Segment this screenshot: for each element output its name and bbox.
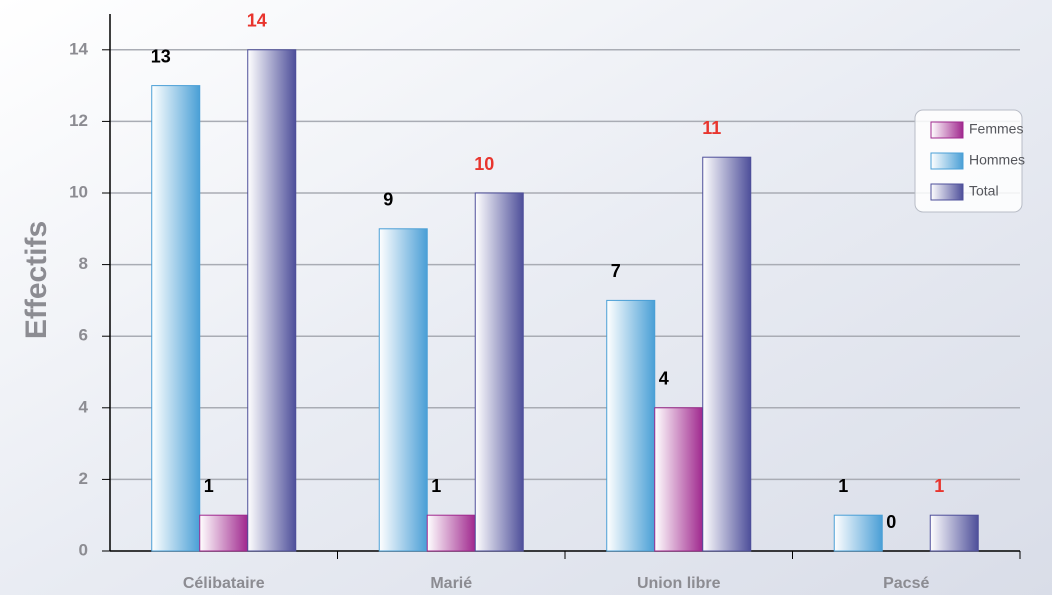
bar xyxy=(378,228,428,552)
x-tick-label: Marié xyxy=(430,575,472,592)
y-tick-label: 4 xyxy=(79,397,89,416)
bar xyxy=(702,156,752,552)
value-label: 13 xyxy=(151,46,171,66)
legend-swatch xyxy=(930,183,964,201)
bar xyxy=(426,514,476,552)
bar xyxy=(474,192,524,552)
x-tick-label: Célibataire xyxy=(183,575,265,592)
y-tick-label: 14 xyxy=(69,39,88,58)
value-label: 7 xyxy=(611,261,621,281)
bar xyxy=(606,299,656,552)
value-label: 1 xyxy=(934,476,944,496)
y-tick-label: 12 xyxy=(69,111,88,130)
y-tick-label: 10 xyxy=(69,182,88,201)
y-tick-label: 2 xyxy=(79,469,88,488)
value-label: 11 xyxy=(702,118,721,138)
y-tick-label: 8 xyxy=(79,254,88,273)
legend-swatch xyxy=(930,121,964,139)
value-label: 0 xyxy=(886,512,896,532)
value-label: 1 xyxy=(431,476,441,496)
value-label: 10 xyxy=(474,154,494,174)
bar xyxy=(833,514,883,552)
x-tick-label: Pacsé xyxy=(883,575,929,592)
value-label: 14 xyxy=(247,11,267,31)
bar xyxy=(929,514,979,552)
y-axis-label: Effectifs xyxy=(20,221,53,339)
bar xyxy=(199,514,249,552)
bar xyxy=(247,49,297,552)
bar xyxy=(151,85,201,552)
y-tick-label: 6 xyxy=(79,326,88,345)
legend-label: Total xyxy=(969,183,999,199)
value-label: 1 xyxy=(204,476,214,496)
legend-label: Femmes xyxy=(969,121,1023,137)
x-tick-label: Union libre xyxy=(637,575,721,592)
bar xyxy=(654,407,704,552)
value-label: 4 xyxy=(659,369,669,389)
value-label: 1 xyxy=(838,476,848,496)
legend-swatch xyxy=(930,152,964,170)
legend-label: Hommes xyxy=(969,152,1025,168)
y-tick-label: 0 xyxy=(79,540,88,559)
value-label: 9 xyxy=(383,190,393,210)
